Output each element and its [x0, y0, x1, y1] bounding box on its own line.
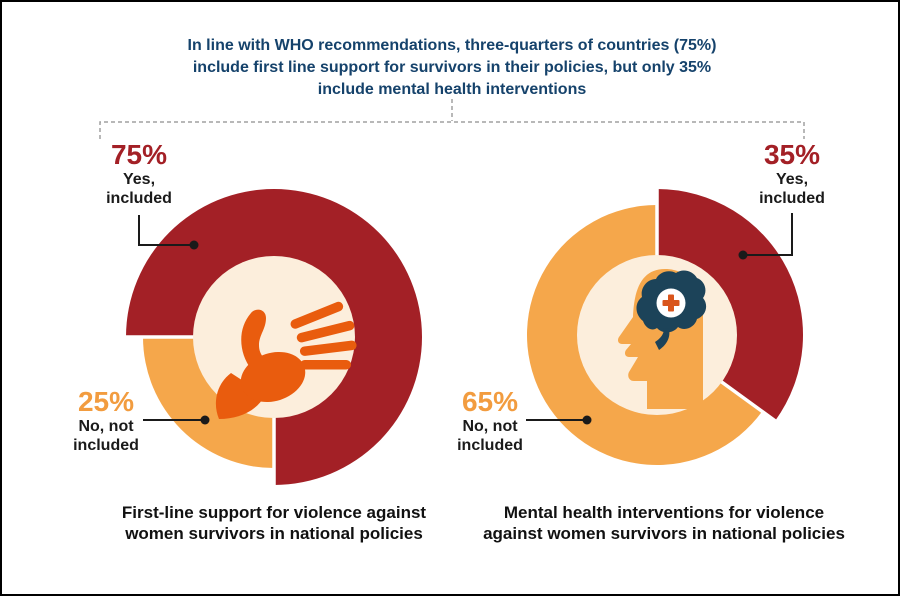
- left-no-pct: 25%: [77, 386, 135, 417]
- page-title: In line with WHO recommendations, three-…: [152, 35, 752, 101]
- callout-line-75: [138, 215, 191, 246]
- right-no-pct: 65%: [461, 386, 519, 417]
- right-yes-pct: 35%: [763, 139, 821, 170]
- left-yes-label: 75% Yes, included: [87, 140, 191, 208]
- title-line-3: include mental health interventions: [317, 81, 587, 98]
- left-caption-line-1: First-line support for violence against: [121, 503, 427, 522]
- right-yes-label: 35% Yes, included: [740, 140, 844, 208]
- right-yes-text-2: included: [759, 190, 825, 207]
- open-hand-icon: [215, 301, 357, 419]
- head-brain-cross-icon: [618, 269, 707, 409]
- left-yes-text-2: included: [106, 190, 172, 207]
- callout-dot-75: [189, 240, 199, 250]
- title-line-2: include first line support for survivors…: [192, 59, 712, 76]
- right-caption-line-2: against women survivors in national poli…: [483, 524, 845, 543]
- callout-dot-25: [200, 415, 210, 425]
- right-no-text-1: No, not: [462, 418, 518, 435]
- bracket-line: [99, 121, 805, 139]
- callout-line-35: [747, 213, 793, 256]
- left-no-label: 25% No, not included: [54, 387, 158, 455]
- left-no-text-1: No, not: [78, 418, 134, 435]
- left-caption-line-2: women survivors in national policies: [125, 524, 423, 543]
- right-chart-caption: Mental health interventions for violence…: [464, 502, 864, 544]
- left-chart-caption: First-line support for violence against …: [74, 502, 474, 544]
- right-no-text-2: included: [457, 437, 523, 454]
- left-no-text-2: included: [73, 437, 139, 454]
- left-yes-pct: 75%: [110, 139, 168, 170]
- right-caption-line-1: Mental health interventions for violence: [503, 503, 825, 522]
- right-no-label: 65% No, not included: [438, 387, 542, 455]
- title-line-1: In line with WHO recommendations, three-…: [187, 37, 717, 54]
- left-yes-text-1: Yes,: [122, 171, 156, 188]
- right-yes-text-1: Yes,: [775, 171, 809, 188]
- callout-dot-65: [582, 415, 592, 425]
- callout-dot-35: [738, 250, 748, 260]
